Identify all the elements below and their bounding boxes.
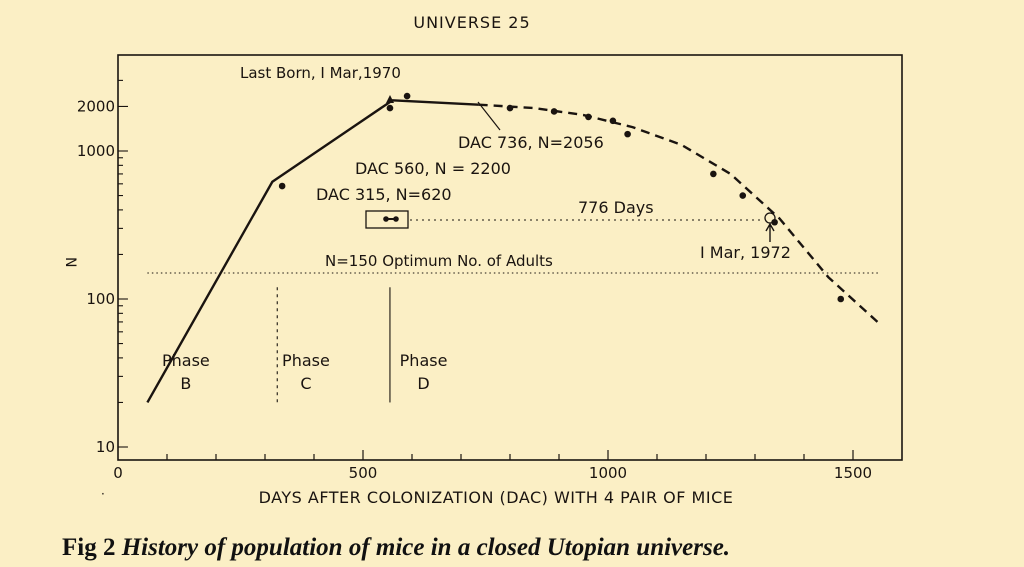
dac315-box: [365, 210, 409, 229]
last-born-marker: [386, 95, 394, 103]
annotation-dac560: DAC 560, N = 2200: [355, 159, 511, 178]
optimum-adults-label: N=150 Optimum No. of Adults: [325, 252, 553, 270]
data-point: [837, 295, 845, 303]
annotation-mar-1972: I Mar, 1972: [700, 243, 791, 262]
data-point: [585, 113, 592, 121]
y-tick-labels: 10 100 1000 2000: [77, 97, 115, 456]
annotation-last-born: Last Born, I Mar,1970: [240, 64, 401, 82]
phase-label: Phase: [282, 351, 330, 370]
phase-labels: Phase B Phase C Phase D: [162, 351, 447, 393]
data-point: [771, 218, 778, 226]
dac736-pointer: [477, 101, 501, 131]
phase-letter: B: [180, 374, 191, 393]
figure-caption: Fig 2 History of population of mice in a…: [62, 534, 730, 562]
y-tick-label: 10: [96, 438, 115, 456]
annotation-776-days: 776 Days: [578, 198, 654, 217]
data-point: [624, 130, 631, 138]
axis-ticks: [118, 79, 854, 460]
mar1972-arrow: [765, 222, 775, 242]
data-point: [609, 117, 617, 125]
data-point: [278, 182, 286, 190]
x-tick-label: 1500: [834, 464, 872, 482]
phase-letter: C: [300, 374, 311, 393]
data-point: [506, 104, 514, 112]
phase-letter: D: [417, 374, 429, 393]
data-point: [403, 92, 411, 100]
series-decline-line: [478, 103, 879, 323]
caption-title: History of population of mice in a close…: [121, 534, 731, 561]
x-tick-label: 500: [349, 464, 378, 482]
data-point: [386, 104, 394, 112]
annotation-dac315: DAC 315, N=620: [316, 185, 452, 204]
x-axis-label: DAYS AFTER COLONIZATION (DAC) WITH 4 PAI…: [259, 488, 734, 507]
x-tick-label: 0: [113, 464, 123, 482]
chart-title: UNIVERSE 25: [413, 13, 530, 32]
series-layer: [146, 92, 879, 404]
x-tick-labels: 0 500 1000 1500: [113, 464, 872, 482]
y-tick-label: 1000: [77, 142, 115, 160]
data-point: [550, 108, 558, 115]
annotation-dac736: DAC 736, N=2056: [458, 133, 604, 152]
caption-prefix: Fig 2: [62, 534, 116, 561]
data-point: [739, 192, 747, 199]
phase-label: Phase: [400, 351, 448, 370]
x-tick-label: 1000: [589, 464, 627, 482]
phase-dividers: [276, 287, 391, 403]
y-axis-label: N: [62, 257, 78, 267]
phase-label: Phase: [162, 351, 210, 370]
data-point: [710, 170, 717, 178]
y-tick-label: 100: [86, 290, 115, 308]
mar1972-ring: [764, 212, 776, 224]
y-tick-label: 2000: [77, 97, 115, 115]
series-growth-line: [146, 99, 479, 404]
stray-dot: ·: [101, 487, 105, 501]
